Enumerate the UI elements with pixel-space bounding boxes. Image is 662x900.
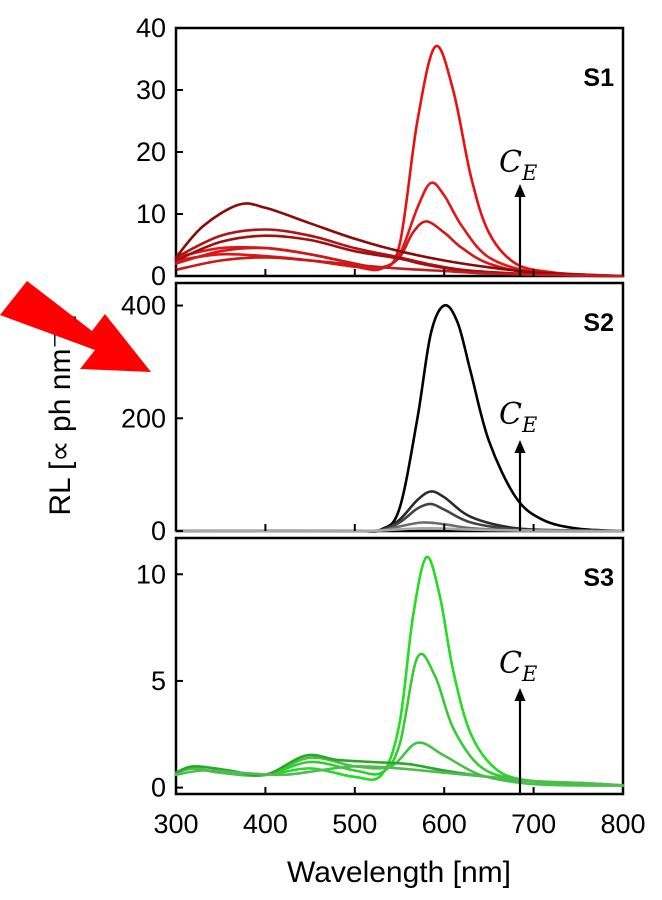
x-tick-label: 800 — [600, 809, 645, 839]
x-axis-title: Wavelength [nm] — [287, 856, 511, 889]
panel-1-y-tick-label: 20 — [136, 137, 166, 167]
y-axis-title: RL [∝ ph nm⁻¹] — [44, 314, 77, 515]
panel-1-series-6-line — [174, 202, 625, 278]
x-tick-label: 300 — [153, 809, 198, 839]
panel-2-y-tick-label: 0 — [151, 516, 166, 546]
panel-s2-ce-label: CE — [499, 397, 537, 437]
panel-3-series-3-line — [174, 741, 625, 787]
panel-2-series-1-line — [174, 303, 625, 533]
panel-s3-lines — [174, 555, 625, 787]
panel-2-y-tick-label: 400 — [121, 291, 166, 321]
x-tick-label: 400 — [243, 809, 288, 839]
panel-1-series-1-line — [174, 44, 625, 278]
panel-3-series-5-line — [174, 764, 625, 787]
panel-s1-label: S1 — [583, 64, 614, 92]
panel-s1-annotation: CE — [499, 145, 537, 276]
x-tick-label: 500 — [332, 809, 377, 839]
red-pointer-arrow — [0, 281, 151, 372]
panel-1-y-tick-label: 10 — [136, 199, 166, 229]
panel-s2-frame — [174, 281, 625, 533]
panel-1-y-tick-label: 30 — [136, 75, 166, 105]
panel-3-series-1-line — [174, 555, 625, 787]
panel-s1-lines — [174, 44, 625, 278]
panel-3-y-tick-label: 0 — [151, 773, 166, 803]
panel-s3-arrowhead — [514, 688, 526, 701]
x-tick-label: 700 — [511, 809, 556, 839]
panel-s2-arrowhead — [514, 440, 526, 453]
panel-2-y-tick-label: 200 — [121, 403, 166, 433]
panel-1-series-2-line — [174, 181, 625, 278]
panel-s1-arrowhead — [514, 184, 526, 197]
panel-s2-label: S2 — [583, 309, 614, 337]
panel-s3-label: S3 — [583, 564, 614, 592]
panel-s3-ce-label: CE — [499, 646, 537, 686]
panel-s3-annotation: CE — [499, 646, 537, 794]
panel-s2-annotation: CE — [499, 397, 537, 531]
panel-3-y-tick-label: 5 — [151, 666, 166, 696]
x-tick-label: 600 — [422, 809, 467, 839]
panel-s2-lines — [174, 303, 625, 533]
panel-1-series-7-line — [174, 256, 625, 278]
panel-1-y-tick-label: 0 — [151, 261, 166, 291]
panel-s3-frame — [174, 536, 625, 796]
panel-3-y-tick-label: 10 — [136, 559, 166, 589]
panel-1-y-tick-label: 40 — [136, 13, 166, 43]
panel-s1-ce-label: CE — [499, 145, 537, 185]
